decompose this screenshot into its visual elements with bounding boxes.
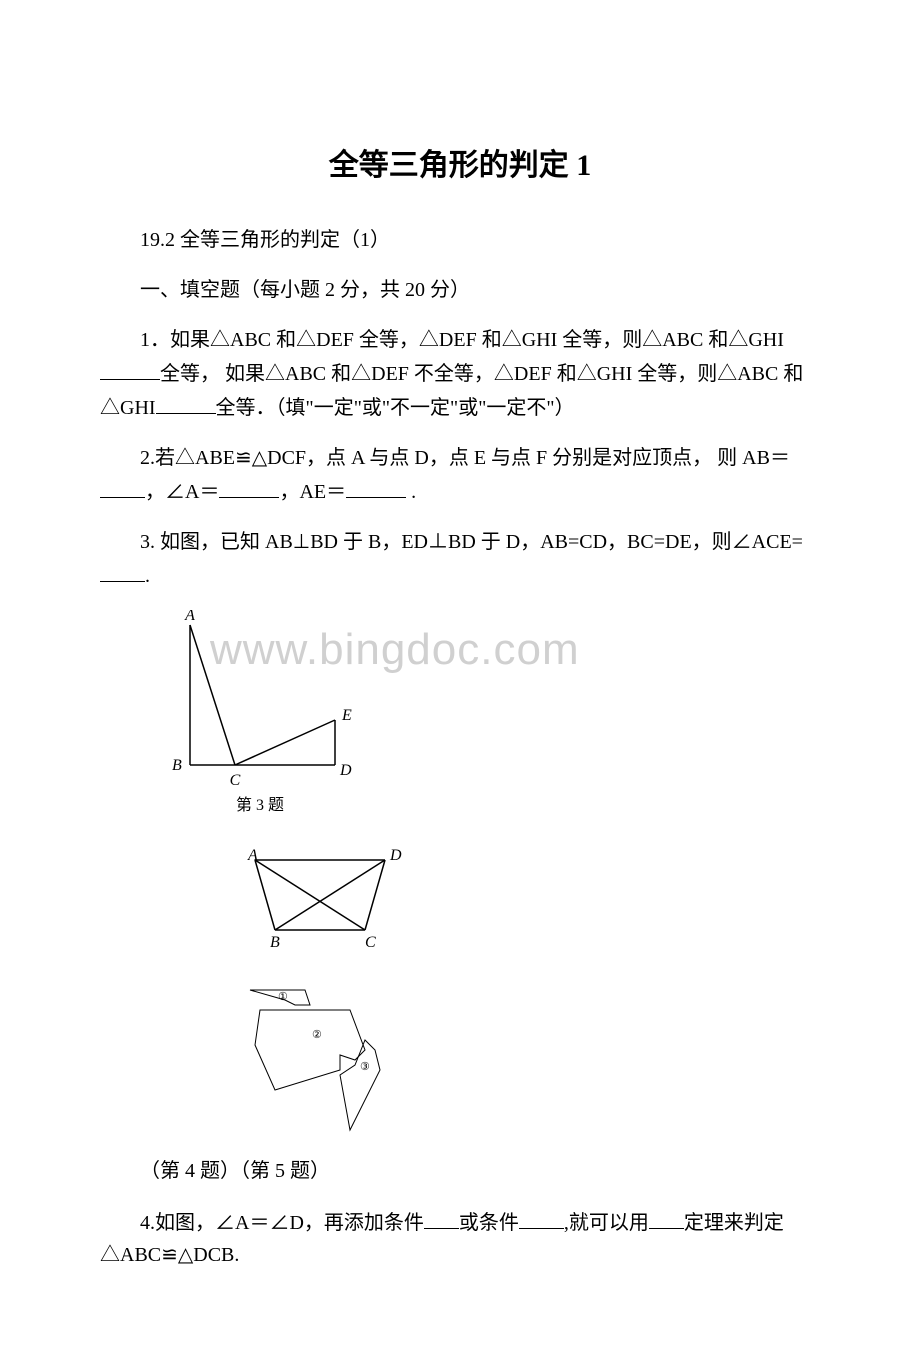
question-3: 3. 如图，已知 AB⊥BD 于 B，ED⊥BD 于 D，AB=CD，BC=DE… [100, 526, 820, 592]
q4-blank-2 [519, 1205, 564, 1229]
fig5-label-2: ② [312, 1029, 322, 1041]
fig3-label-d: D [339, 762, 352, 779]
fig4-label-a: A [247, 847, 258, 864]
subtitle: 19.2 全等三角形的判定（1） [100, 224, 820, 256]
q2-text-2: ，∠A＝ [145, 481, 219, 503]
fig3-label-b: B [172, 757, 182, 774]
fig3-label-a: A [184, 610, 195, 624]
q4-text-3: ,就可以用 [564, 1212, 649, 1234]
figure-5-svg: ① ② ③ [240, 980, 420, 1140]
figure-4: A D B C [160, 835, 820, 960]
question-2: 2.若△ABE≌△DCF，点 A 与点 D，点 E 与点 F 分别是对应顶点， … [100, 442, 820, 508]
question-4: 4.如图，∠A＝∠D，再添加条件或条件,就可以用定理来判定△ABC≌△DCB. [100, 1205, 820, 1271]
q2-text-4: . [406, 481, 416, 503]
section-header: 一、填空题（每小题 2 分，共 20 分） [100, 274, 820, 306]
fig3-label-e: E [341, 707, 352, 724]
q4-text-1: 4.如图，∠A＝∠D，再添加条件 [140, 1212, 424, 1234]
q4-blank-3 [649, 1205, 684, 1229]
q2-blank-3 [346, 474, 406, 498]
fig4-label-b: B [270, 934, 280, 951]
q4-text-2: 或条件 [459, 1212, 519, 1234]
q2-text-3: ，AE＝ [279, 481, 346, 503]
document-title: 全等三角形的判定 1 [100, 140, 820, 184]
figure-45-caption: （第 4 题）（第 5 题） [100, 1155, 820, 1187]
figure-3-svg: A B C D E 第 3 题 [160, 610, 360, 820]
q3-blank-1 [100, 558, 145, 582]
q1-text-3: 全等．（填"一定"或"不一定"或"一定不"） [216, 397, 575, 419]
fig4-label-d: D [389, 847, 402, 864]
q3-text-2: . [145, 565, 150, 587]
q2-blank-1 [100, 474, 145, 498]
fig4-label-c: C [365, 934, 376, 951]
question-1: 1．如果△ABC 和△DEF 全等，△DEF 和△GHI 全等，则△ABC 和△… [100, 324, 820, 424]
q2-text-1: 2.若△ABE≌△DCF，点 A 与点 D，点 E 与点 F 分别是对应顶点， … [140, 447, 790, 469]
fig5-label-3: ③ [360, 1061, 370, 1073]
figure-4-svg: A D B C [240, 845, 420, 955]
document-content: 全等三角形的判定 1 19.2 全等三角形的判定（1） 一、填空题（每小题 2 … [100, 140, 820, 1271]
q1-text-1: 1．如果△ABC 和△DEF 全等，△DEF 和△GHI 全等，则△ABC 和△… [140, 329, 784, 351]
q1-blank-1 [100, 356, 160, 380]
q2-blank-2 [219, 474, 279, 498]
q4-blank-1 [424, 1205, 459, 1229]
figure-5: ① ② ③ [160, 970, 820, 1145]
q1-blank-2 [156, 390, 216, 414]
fig3-label-c: C [230, 772, 241, 789]
figure-3: A B C D E 第 3 题 [160, 610, 820, 825]
fig3-caption: 第 3 题 [236, 796, 284, 814]
q3-text-1: 3. 如图，已知 AB⊥BD 于 B，ED⊥BD 于 D，AB=CD，BC=DE… [140, 531, 803, 553]
fig5-label-1: ① [278, 991, 288, 1003]
